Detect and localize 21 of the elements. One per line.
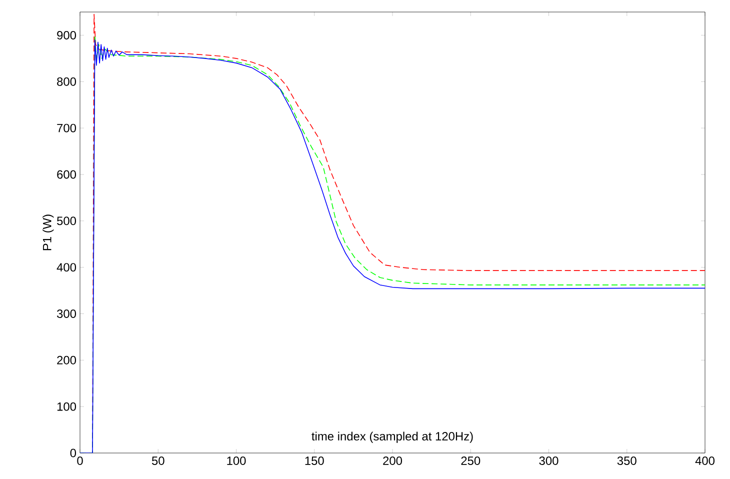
x-tick-label: 150 [305,456,324,465]
y-tick-label: 700 [57,124,76,132]
x-tick-label: 200 [383,456,402,465]
y-tick-label: 800 [57,77,76,86]
y-tick-label: 0 [70,448,76,458]
x-tick-label: 300 [539,456,558,465]
y-tick-label: 100 [57,402,76,411]
y-axis-title: P1 (W) [42,214,54,250]
x-tick-label: 250 [461,456,480,465]
y-tick-label: 400 [56,263,76,272]
y-tick-label: 600 [57,170,76,179]
x-tick-label: 350 [617,456,636,465]
y-tick-label: 900 [57,30,76,40]
x-tick-label: 50 [152,456,164,465]
x-tick-label: 400 [695,456,715,465]
y-tick-label: 200 [57,356,76,364]
x-axis-title: time index (sampled at 120Hz) [312,432,473,443]
y-tick-label: 300 [56,310,76,318]
x-tick-label: 100 [227,456,246,465]
y-tick-label: 500 [57,216,76,226]
x-tick-label: 0 [77,456,83,465]
